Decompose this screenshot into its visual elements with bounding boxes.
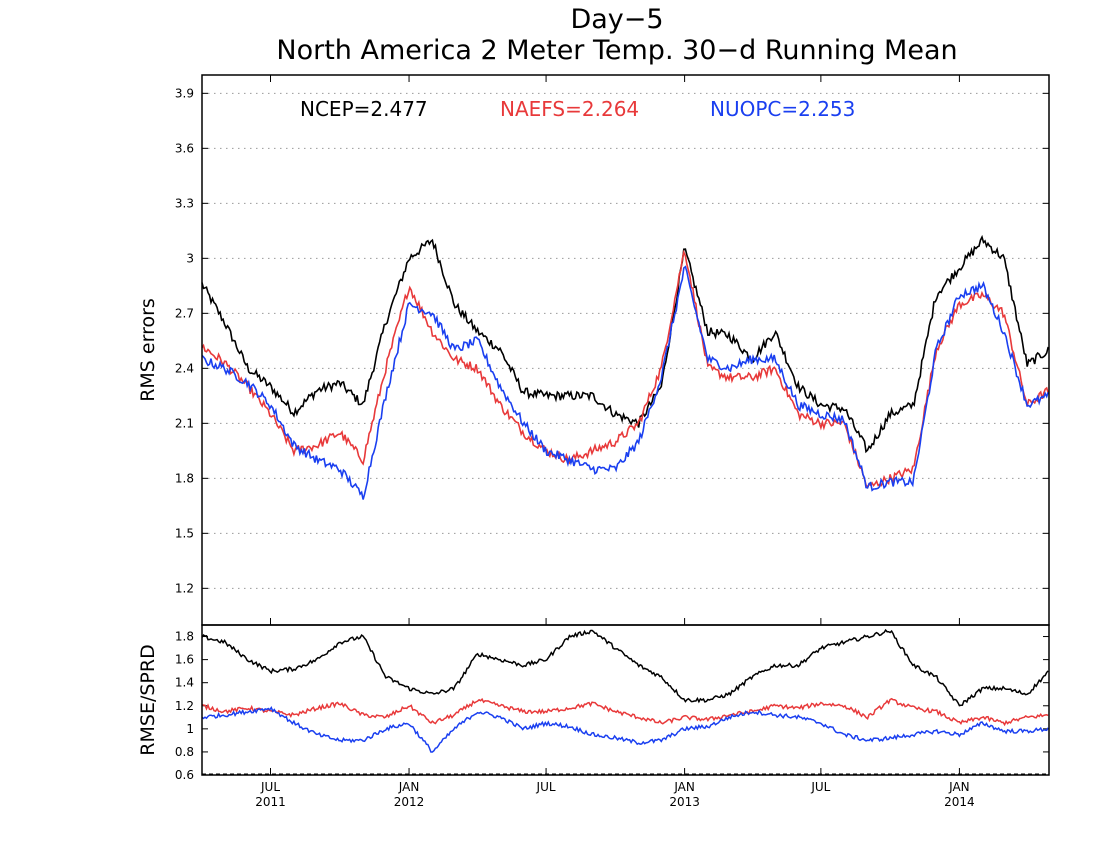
chart-title: Day−5 <box>570 4 663 35</box>
x-tick-label: JUL <box>536 780 556 794</box>
x-tick-label: JAN <box>398 780 420 794</box>
top-y-tick-label: 3.3 <box>175 196 194 210</box>
top-y-tick-label: 3.6 <box>175 141 194 155</box>
top-y-tick-label: 2.4 <box>175 361 194 375</box>
bottom-y-tick-label: 1 <box>186 722 194 736</box>
top-y-tick-label: 1.5 <box>175 526 194 540</box>
x-tick-label: JUL <box>260 780 280 794</box>
bottom-y-tick-label: 1.8 <box>175 630 194 644</box>
x-tick-label: JAN <box>948 780 970 794</box>
bottom-series-line-nuopc <box>201 706 1049 753</box>
x-tick-label: JAN <box>673 780 695 794</box>
bottom-y-tick-label: 0.6 <box>175 768 194 782</box>
top-y-tick-label: 1.2 <box>175 581 194 595</box>
x-tick-sublabel: 2013 <box>669 795 700 809</box>
top-y-tick-label: 1.8 <box>175 471 194 485</box>
top-y-tick-label: 2.1 <box>175 416 194 430</box>
bottom-y-tick-label: 0.8 <box>175 745 194 759</box>
top-panel-series <box>201 234 1049 500</box>
bottom-panel-ylabel: RMSE/SPRD <box>137 644 159 755</box>
top-y-tick-label: 2.7 <box>175 306 194 320</box>
top-panel-y-ticks: 1.2 1.5 1.8 2.1 2.4 2.7 3 3.3 3.6 3.9 <box>175 86 1049 595</box>
x-tick-sublabel: 2014 <box>944 795 975 809</box>
bottom-y-tick-label: 1.2 <box>175 699 194 713</box>
legend-naefs: NAEFS=2.264 <box>500 97 639 121</box>
top-series-line-naefs <box>201 249 1049 489</box>
bottom-y-tick-label: 1.4 <box>175 676 194 690</box>
top-y-tick-label: 3.9 <box>175 86 194 100</box>
bottom-panel-series <box>201 628 1049 753</box>
x-tick-label: JUL <box>810 780 830 794</box>
chart-subtitle: North America 2 Meter Temp. 30−d Running… <box>276 35 957 66</box>
bottom-series-line-ncep <box>201 628 1049 707</box>
bottom-panel-frame <box>201 624 1050 776</box>
x-tick-sublabel: 2012 <box>394 795 425 809</box>
top-series-line-nuopc <box>201 265 1049 500</box>
bottom-series-line-naefs <box>201 697 1049 727</box>
legend-nuopc: NUOPC=2.253 <box>710 97 855 121</box>
top-series-line-ncep <box>201 234 1049 454</box>
bottom-y-tick-label: 1.6 <box>175 653 194 667</box>
top-y-tick-label: 3 <box>186 251 194 265</box>
top-panel-ylabel: RMS errors <box>137 298 159 402</box>
x-tick-sublabel: 2011 <box>255 795 286 809</box>
legend-ncep: NCEP=2.477 <box>300 97 428 121</box>
